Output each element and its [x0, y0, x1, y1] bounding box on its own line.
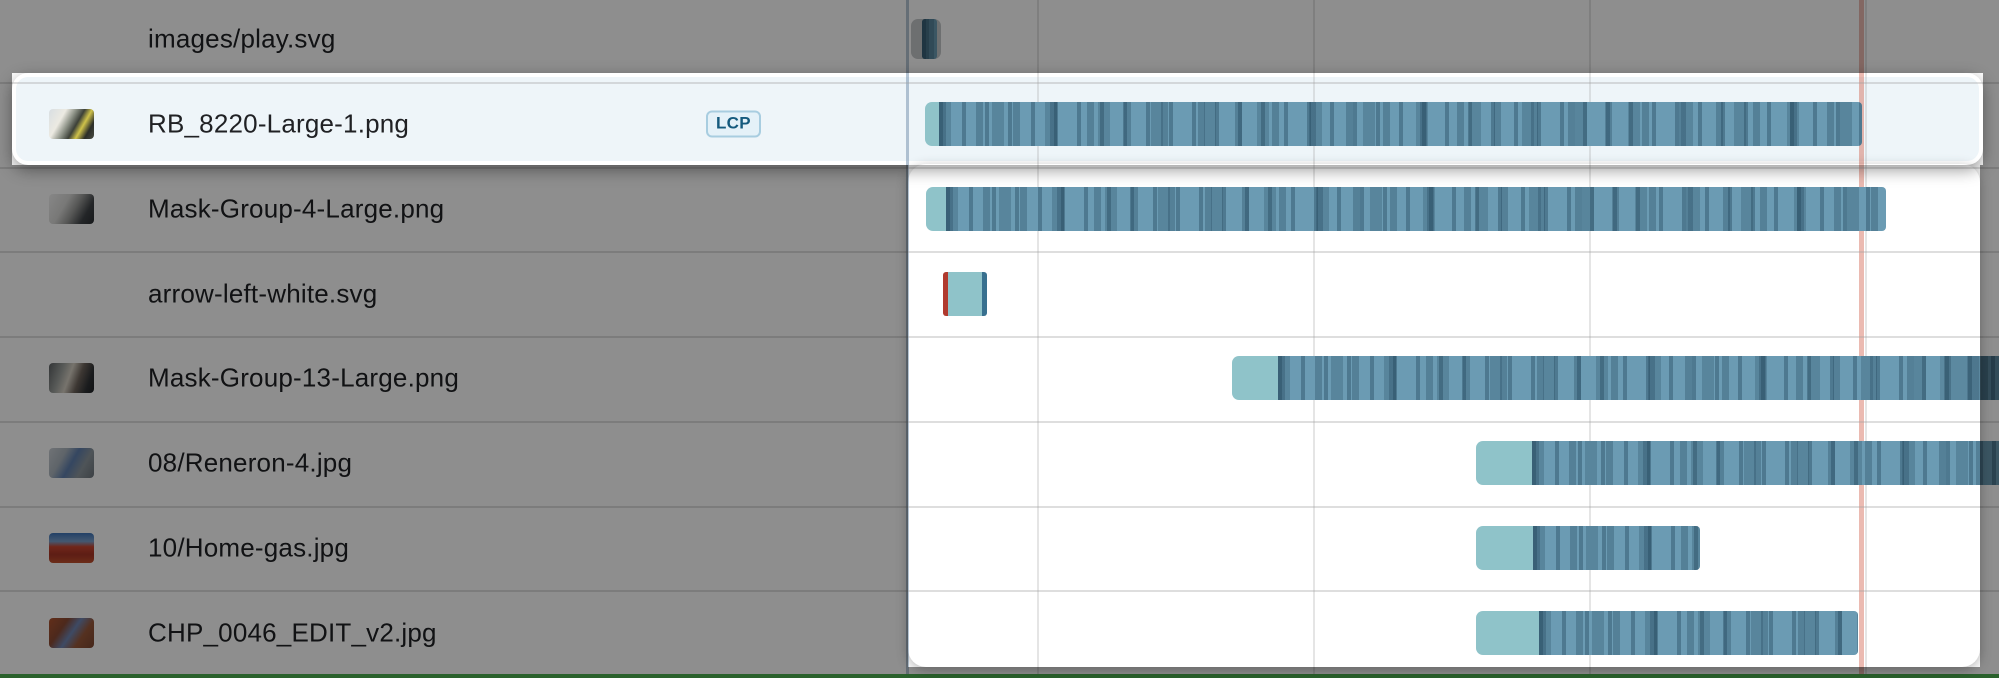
bar-content-body	[948, 271, 982, 316]
bar-download-body	[1532, 441, 1999, 486]
bar-head	[1476, 610, 1539, 655]
dim-overlay	[908, 667, 1980, 678]
bar-download-body	[946, 186, 1886, 231]
file-name: CHP_0046_EDIT_v2.jpg	[148, 617, 437, 648]
request-row[interactable]: Mask-Group-13-Large.png	[0, 336, 1999, 421]
waterfall-bar[interactable]	[1476, 441, 1999, 486]
file-name: arrow-left-white.svg	[148, 278, 378, 309]
bar-download-body	[1278, 356, 1999, 401]
row-separator	[0, 81, 1999, 84]
row-separator	[0, 505, 1999, 508]
bar-head	[926, 186, 946, 231]
bar-start-edge	[943, 271, 948, 316]
request-row[interactable]: images/play.svg	[0, 0, 1999, 82]
grid-line	[1313, 0, 1315, 678]
dim-overlay	[0, 165, 908, 678]
dim-overlay	[1983, 73, 1999, 165]
bar-download-body	[939, 102, 1862, 147]
file-name: 10/Home-gas.jpg	[148, 532, 349, 563]
row-separator	[0, 336, 1999, 338]
file-name: 08/Reneron-4.jpg	[148, 447, 353, 478]
request-row[interactable]: CHP_0046_EDIT_v2.jpg	[0, 590, 1999, 675]
dim-overlay	[0, 73, 12, 165]
lcp-badge: LCP	[706, 110, 761, 138]
file-name: RB_8220-Large-1.png	[148, 108, 410, 139]
file-thumbnail	[49, 109, 94, 140]
grid-line	[1865, 0, 1867, 678]
waterfall-bar[interactable]	[925, 102, 1862, 147]
waterfall-bar[interactable]	[922, 19, 937, 60]
file-name: Mask-Group-13-Large.png	[148, 362, 459, 393]
bar-dark-tail	[1940, 356, 1999, 401]
request-row[interactable]: 08/Reneron-4.jpg	[0, 421, 1999, 506]
row-separator	[0, 251, 1999, 254]
file-thumbnail	[49, 448, 94, 479]
request-row[interactable]: arrow-left-white.svg	[0, 251, 1999, 336]
grid-line	[1037, 0, 1039, 678]
waterfall-bar[interactable]	[1476, 525, 1700, 570]
row-separator	[0, 166, 1999, 169]
bar-head	[1232, 356, 1278, 401]
waterfall-bar[interactable]	[926, 186, 1886, 231]
file-thumbnail	[49, 363, 94, 394]
row-separator	[0, 420, 1999, 423]
bottom-green-line	[0, 674, 1999, 678]
file-name: images/play.svg	[148, 23, 336, 54]
waterfall-bar[interactable]	[1232, 356, 1999, 401]
waterfall-bar[interactable]	[1476, 610, 1858, 655]
bar-head	[1476, 441, 1532, 486]
bar-head	[1476, 525, 1533, 570]
bar-head	[925, 102, 939, 147]
bar-download-body	[922, 19, 937, 60]
grid-line	[1589, 0, 1591, 678]
waterfall-panel	[908, 164, 1980, 667]
lcp-marker-line	[1859, 0, 1864, 678]
file-thumbnail	[49, 193, 94, 224]
file-name: Mask-Group-4-Large.png	[148, 193, 445, 224]
column-divider-line	[906, 0, 909, 678]
bar-download-body	[1533, 525, 1700, 570]
waterfall-bar[interactable]	[943, 271, 987, 316]
row-separator	[0, 590, 1999, 593]
file-thumbnail	[49, 617, 94, 648]
dim-overlay	[1980, 165, 1999, 678]
dim-overlay	[0, 0, 1999, 73]
bar-end-edge	[982, 271, 987, 316]
bar-download-body	[1539, 610, 1858, 655]
request-row[interactable]: RB_8220-Large-1.png LCP	[0, 82, 1999, 167]
request-row[interactable]: 10/Home-gas.jpg	[0, 506, 1999, 591]
file-thumbnail	[49, 532, 94, 563]
request-row[interactable]: Mask-Group-4-Large.png	[0, 167, 1999, 252]
